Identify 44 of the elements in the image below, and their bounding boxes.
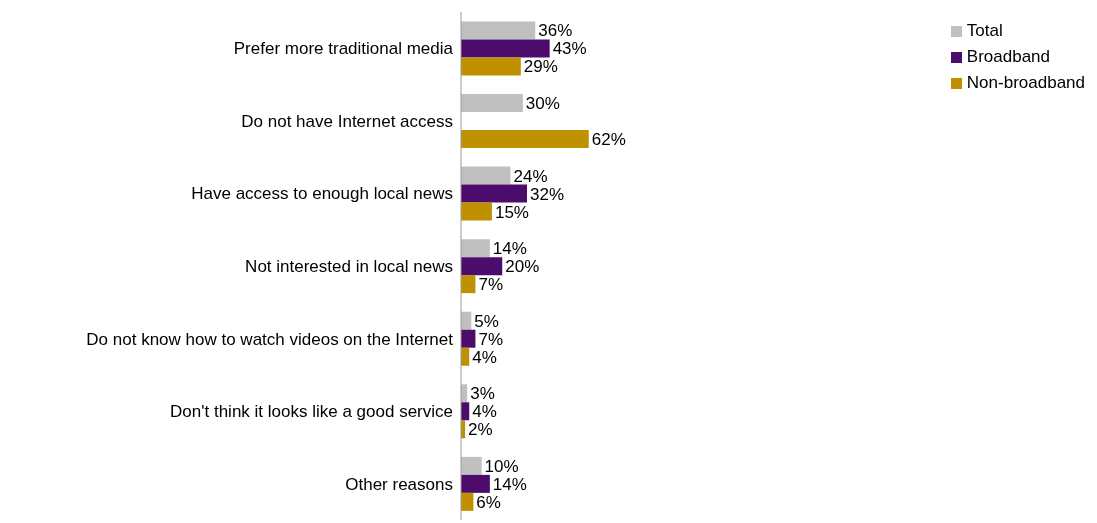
y-tick-label: Prefer more traditional media [233, 39, 454, 59]
y-tick-label: Do not have Internet access [241, 111, 453, 131]
bar [461, 94, 523, 113]
y-tick-label: Don't think it looks like a good service [170, 402, 453, 422]
bar [461, 21, 536, 40]
data-label: 29% [523, 57, 558, 77]
data-label: 10% [484, 456, 519, 476]
data-label: 20% [505, 257, 540, 277]
bar [461, 130, 589, 149]
bar [461, 257, 503, 276]
data-label: 3% [470, 384, 495, 404]
data-label: 14% [492, 239, 527, 259]
data-label: 5% [474, 311, 499, 331]
data-label: 4% [472, 402, 497, 422]
bar [461, 39, 550, 58]
data-label: 7% [478, 329, 504, 349]
y-tick-label: Have access to enough local news [191, 184, 453, 204]
data-label: 7% [478, 275, 504, 295]
data-label: 32% [529, 184, 565, 204]
data-label: 36% [538, 21, 573, 41]
data-label: 43% [552, 39, 587, 59]
bar [461, 184, 527, 203]
bar [461, 474, 490, 493]
bar [461, 57, 521, 76]
data-label: 30% [525, 93, 560, 113]
data-label: 15% [494, 202, 529, 222]
y-tick-label: Do not know how to watch videos on the Internet [86, 329, 454, 349]
legend-label: Non-broadband [966, 72, 1085, 94]
legend-label: Broadband [966, 46, 1051, 68]
legend-label: Total [966, 20, 1003, 42]
data-label: 2% [468, 420, 493, 440]
bar [461, 202, 492, 221]
y-tick-label: Not interested in local news [245, 257, 453, 277]
data-label: 6% [476, 492, 501, 512]
data-label: 24% [513, 166, 548, 186]
bar [461, 239, 490, 258]
bar [461, 456, 482, 475]
data-label: 62% [591, 129, 626, 149]
bar [461, 275, 476, 294]
bar [461, 329, 476, 348]
y-tick-label: Other reasons [345, 474, 453, 494]
data-label: 14% [492, 474, 527, 494]
bar [461, 166, 511, 185]
data-label: 4% [472, 347, 497, 367]
